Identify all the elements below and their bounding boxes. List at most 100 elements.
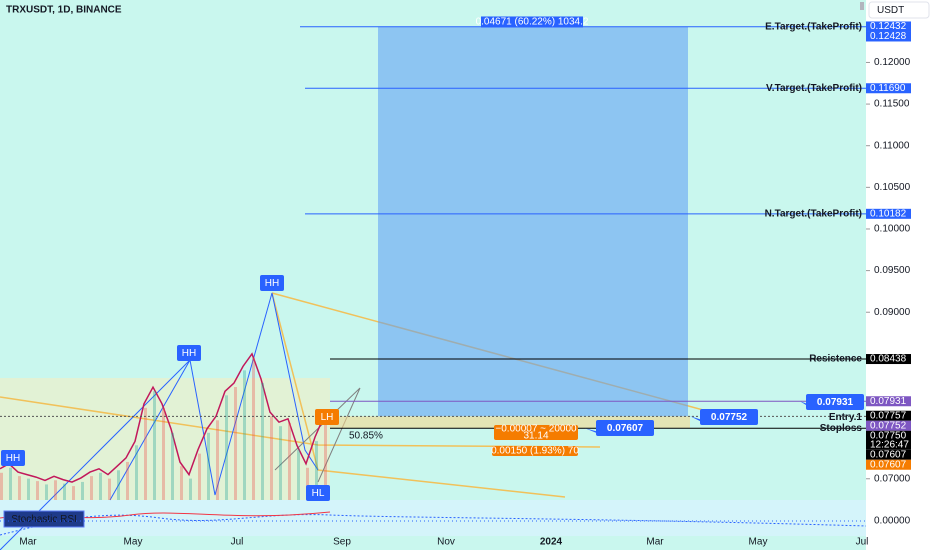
pivot-marker xyxy=(1,450,25,466)
volume-bar xyxy=(306,467,309,500)
target-label-bg xyxy=(481,16,583,28)
callout xyxy=(700,409,758,425)
volume-bar xyxy=(153,391,156,500)
price-tag-label: 0.07757 xyxy=(870,410,907,421)
volume-bar xyxy=(207,432,210,500)
price-tag xyxy=(866,354,911,365)
price-tag-label: 0.07607 xyxy=(870,449,907,460)
price-tag xyxy=(866,459,911,470)
pivot-label: HL xyxy=(312,488,325,499)
level-label: V.Target.(TakeProfit) xyxy=(766,83,862,94)
countdown: 12:26:47 xyxy=(870,439,909,450)
price-tag-label: 0.12428 xyxy=(870,31,907,42)
x-tick-label: Nov xyxy=(437,537,455,548)
currency: USDT xyxy=(877,5,904,16)
pivot-label: HH xyxy=(6,453,20,464)
volume-bar xyxy=(9,467,12,500)
indicator-line xyxy=(0,514,867,536)
risk-label: 31.14 xyxy=(523,431,548,442)
countdown-bg xyxy=(866,439,911,450)
volume-bar xyxy=(72,486,75,500)
price-tag xyxy=(866,396,911,407)
x-tick-label: Jul xyxy=(856,537,869,548)
volume-bar xyxy=(216,420,219,500)
target-label: 0.04671 (60.22%) 1034.2 xyxy=(476,17,589,28)
pivot-marker xyxy=(306,485,330,501)
callout xyxy=(596,420,654,436)
fib-label: 50.85% xyxy=(349,431,383,442)
volume-bar xyxy=(252,357,255,500)
callout-label: 0.07607 xyxy=(607,423,644,434)
price-tag xyxy=(866,449,911,460)
price-tick-label: 0.10000 xyxy=(874,224,911,235)
risk-label: −0.00007 ~ 20000 xyxy=(495,424,577,435)
currency-box xyxy=(868,1,930,19)
risk-label: 0.00150 (1.93%) 70 xyxy=(491,446,579,457)
price-tag xyxy=(866,31,911,42)
price-tag-label: 0.12432 xyxy=(870,21,907,32)
price-tag-label: 0.07750 xyxy=(870,430,907,441)
pivot-marker xyxy=(315,409,339,425)
x-tick-label: Mar xyxy=(646,537,664,548)
price-tick-label: 0.07000 xyxy=(874,473,911,484)
x-tick-label: May xyxy=(124,537,143,548)
price-tag-label: 0.10182 xyxy=(870,208,907,219)
target-box xyxy=(378,26,688,417)
volume-bar xyxy=(288,422,291,500)
pivot-label: HH xyxy=(182,348,196,359)
price-tag xyxy=(866,208,911,219)
x-tick-label: Mar xyxy=(19,537,37,548)
pivot-marker xyxy=(260,275,284,291)
volume-bar xyxy=(315,441,318,500)
pivot-label: LH xyxy=(321,412,334,423)
price-tag-label: 0.07931 xyxy=(870,396,907,407)
x-tick-label: May xyxy=(749,537,768,548)
level-label: Entry.1 xyxy=(829,412,863,423)
volume-bar xyxy=(225,395,228,500)
volume-bar xyxy=(324,420,327,500)
volume-bar xyxy=(99,472,102,500)
price-tick-label: 0.12000 xyxy=(874,57,911,68)
callout-pointer xyxy=(690,416,718,425)
volume-bar xyxy=(36,481,39,500)
volume-bar xyxy=(90,476,93,500)
volume-bar xyxy=(144,407,147,500)
price-line xyxy=(0,352,325,483)
indicator-label-bg xyxy=(3,510,85,528)
volume-bar xyxy=(54,480,57,500)
pivot-label: HH xyxy=(265,278,279,289)
x-tick-label: 2024 xyxy=(540,537,563,548)
level-label: E.Target.(TakeProfit) xyxy=(765,21,862,32)
price-tick-label: 0.09000 xyxy=(874,307,911,318)
volume-bar xyxy=(261,382,264,500)
price-tag xyxy=(866,430,911,441)
volume-bar xyxy=(270,416,273,500)
volume-bar xyxy=(63,483,66,500)
callout xyxy=(806,394,864,410)
zone-box xyxy=(330,416,690,429)
volume-bar xyxy=(45,484,48,500)
price-tick-label: 0.11000 xyxy=(874,140,910,151)
indicator-pane xyxy=(0,500,866,536)
risk-label-bg xyxy=(494,425,578,440)
volume-bar xyxy=(27,478,30,500)
symbol: TRXUSDT, 1D, BINANCE xyxy=(6,5,122,16)
volume-bar xyxy=(297,449,300,500)
risk-label-bg xyxy=(492,446,578,456)
indicator-name: Stochastic RSI xyxy=(11,514,77,525)
callout-label: 0.07752 xyxy=(711,412,748,423)
price-tick-label: 0.11500 xyxy=(874,99,910,110)
volume-bar xyxy=(162,407,165,500)
indicator-tick-label: 0.00000 xyxy=(874,516,911,527)
scroll xyxy=(860,2,864,10)
level-label: N.Target.(TakeProfit) xyxy=(765,208,862,219)
volume-bar xyxy=(189,478,192,500)
price-tag-label: 0.07607 xyxy=(870,459,907,470)
level-label: Stoploss xyxy=(820,423,863,434)
pivot-marker xyxy=(177,345,201,361)
price-tag-label: 0.07752 xyxy=(870,420,907,431)
x-tick-label: Jul xyxy=(231,537,244,548)
volume-bar xyxy=(180,466,183,500)
price-tag xyxy=(866,21,911,32)
